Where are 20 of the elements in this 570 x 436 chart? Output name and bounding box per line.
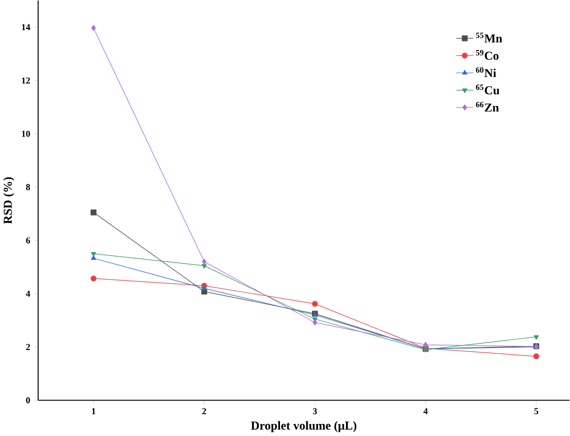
y-tick-label: 6 xyxy=(26,238,30,244)
legend-label: $^{66}$Zn xyxy=(476,102,499,112)
y-tick-label: 4 xyxy=(26,290,30,297)
y-tick-label: 8 xyxy=(26,184,30,190)
x-tick-label: 5 xyxy=(534,408,538,414)
x-axis-title: Droplet volume (μL) xyxy=(251,421,356,432)
y-axis-title: RSD (%) xyxy=(3,178,14,224)
x-tick-label: 4 xyxy=(423,408,428,414)
y-tick-label: 12 xyxy=(22,78,30,84)
y-tick-label: 14 xyxy=(22,24,30,30)
x-tick-label: 3 xyxy=(312,408,317,415)
x-tick-label: 1 xyxy=(92,408,96,414)
y-tick-label: 2 xyxy=(26,344,30,350)
legend-label: $^{65}$Cu xyxy=(476,84,500,95)
legend-label: $^{55}$Mn xyxy=(476,32,502,43)
y-tick-label: 10 xyxy=(22,130,30,138)
legend-label: $^{59}$Co xyxy=(476,50,499,60)
y-tick-label: 0 xyxy=(26,397,30,404)
legend-label: $^{60}$Ni xyxy=(476,67,496,78)
x-tick-label: 2 xyxy=(202,408,206,414)
